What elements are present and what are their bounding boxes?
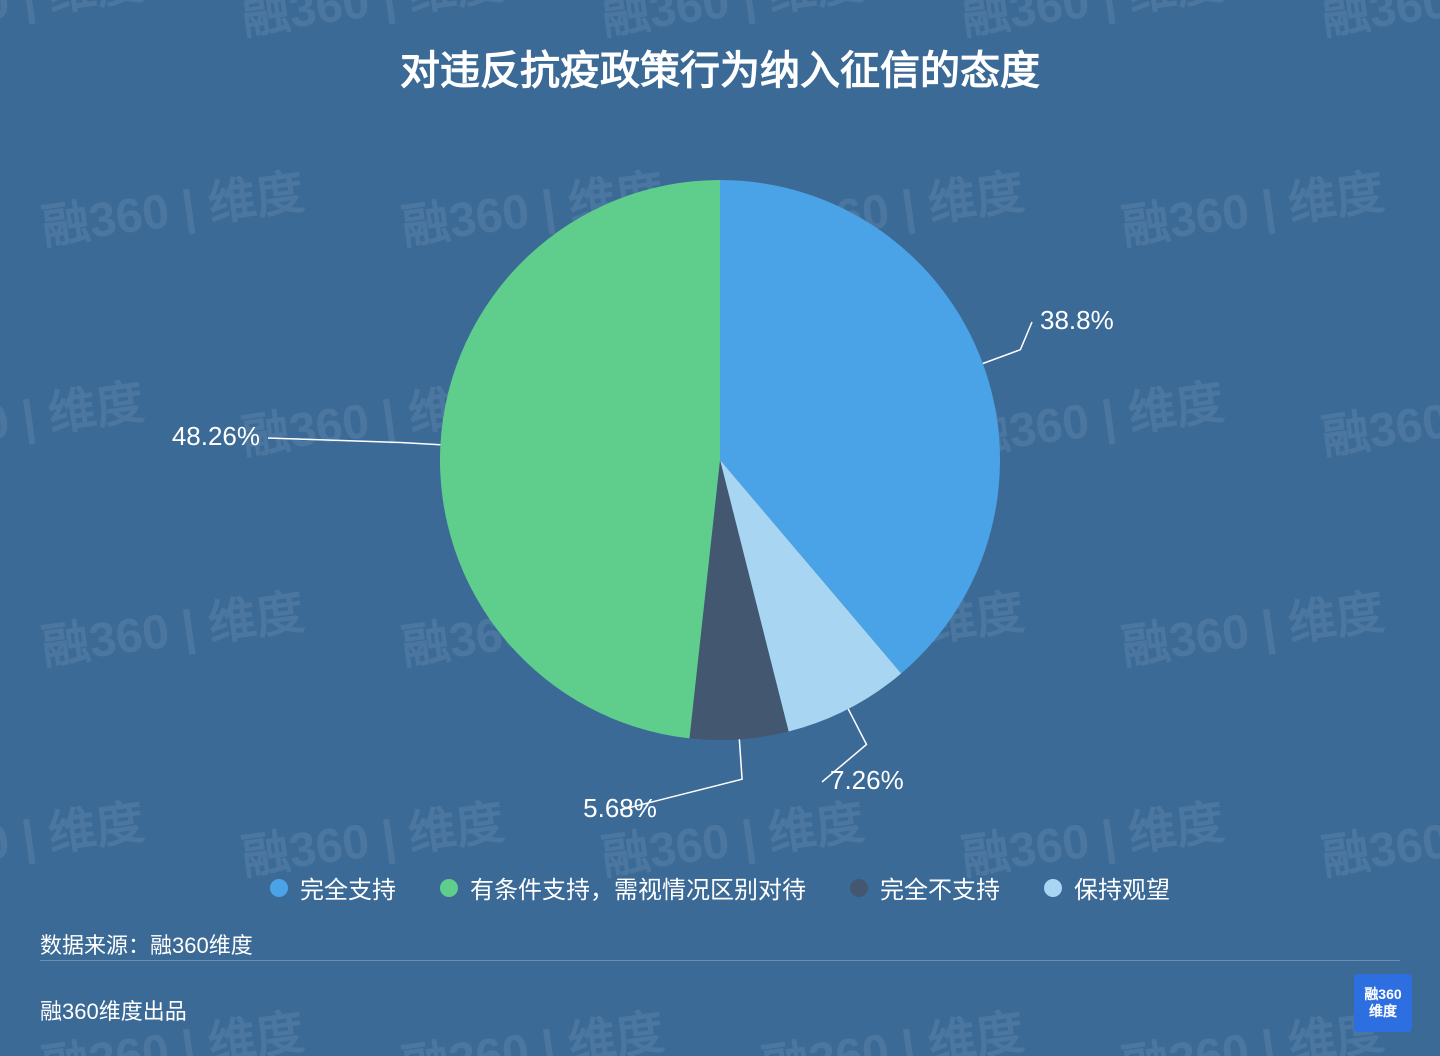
slice-label: 48.26%	[172, 421, 260, 452]
slice-label: 38.8%	[1040, 305, 1114, 336]
pie-chart	[440, 180, 1000, 740]
pie-slice	[440, 180, 720, 738]
legend-dot	[440, 879, 458, 897]
divider	[40, 960, 1400, 961]
legend-item: 完全支持	[270, 870, 396, 905]
legend: 完全支持 有条件支持，需视情况区别对待 完全不支持 保持观望	[0, 870, 1440, 905]
legend-item: 有条件支持，需视情况区别对待	[440, 870, 806, 905]
legend-label: 完全支持	[300, 870, 396, 905]
legend-dot	[1044, 879, 1062, 897]
legend-dot	[850, 879, 868, 897]
legend-dot	[270, 879, 288, 897]
logo-line1: 融360	[1364, 986, 1401, 1003]
brand-logo: 融360 维度	[1354, 974, 1412, 1032]
footer-credit: 融360维度出品	[40, 994, 187, 1026]
legend-item: 保持观望	[1044, 870, 1170, 905]
legend-label: 有条件支持，需视情况区别对待	[470, 870, 806, 905]
logo-line2: 维度	[1369, 1003, 1397, 1020]
legend-item: 完全不支持	[850, 870, 1000, 905]
slice-label: 5.68%	[583, 793, 657, 824]
data-source: 数据来源：融360维度	[40, 928, 1400, 960]
legend-label: 完全不支持	[880, 870, 1000, 905]
chart-title: 对违反抗疫政策行为纳入征信的态度	[0, 38, 1440, 96]
pie-svg	[440, 180, 1000, 740]
slice-label: 7.26%	[830, 765, 904, 796]
legend-label: 保持观望	[1074, 870, 1170, 905]
